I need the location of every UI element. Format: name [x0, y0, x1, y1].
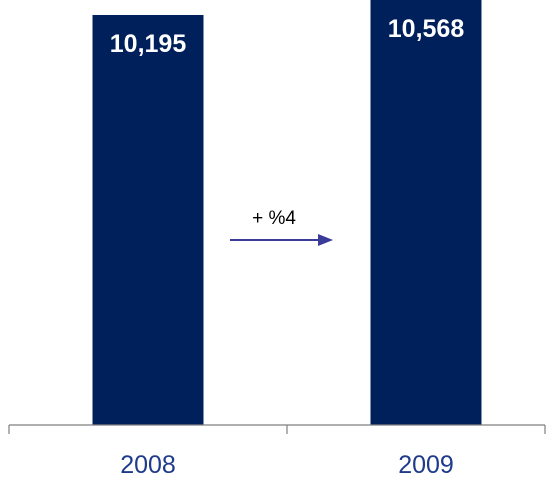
x-axis-ticks	[8, 425, 546, 434]
bars-group	[92, 0, 482, 425]
value-labels-group: 10,195 10,568	[110, 15, 465, 58]
x-tick-label-2009: 2009	[398, 451, 454, 479]
value-label-2008: 10,195	[110, 30, 187, 58]
value-label-2009: 10,568	[388, 15, 465, 43]
x-tick-label-2008: 2008	[120, 451, 176, 479]
change-annotation: + %4	[252, 208, 296, 229]
bar-2008	[92, 15, 204, 425]
x-axis-tick-labels: 2008 2009	[120, 451, 454, 479]
change-arrow	[230, 234, 333, 246]
bar-2009	[370, 0, 482, 425]
